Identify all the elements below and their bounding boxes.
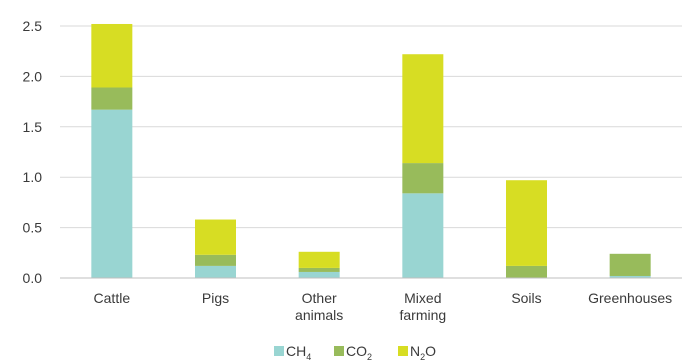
legend-label: CH4 xyxy=(286,343,311,362)
bar-segment xyxy=(506,265,547,278)
gridlines xyxy=(60,25,682,229)
x-category-label: Cattle xyxy=(94,290,131,306)
bar-segment xyxy=(298,267,340,272)
bar-segment xyxy=(91,87,133,110)
legend-label: N2O xyxy=(410,343,436,362)
x-category-label: farming xyxy=(399,307,446,323)
legend-swatch xyxy=(334,346,344,356)
x-category-label: Greenhouses xyxy=(588,290,672,306)
bar-segment xyxy=(298,251,340,268)
legend-swatch xyxy=(274,346,284,356)
bar-segment xyxy=(402,193,444,278)
bar-segment xyxy=(195,254,236,266)
bar-segment xyxy=(402,163,444,194)
y-tick-label: 2.5 xyxy=(23,18,43,34)
bar-segment xyxy=(609,275,651,278)
x-category-label: Soils xyxy=(511,290,541,306)
bar-segment xyxy=(91,23,133,88)
x-category-label: Pigs xyxy=(202,290,229,306)
y-axis: 0.0 0.5 1.0 1.5 2.0 2.5 xyxy=(23,18,43,286)
legend: CH4 CO2 N2O xyxy=(274,343,436,362)
y-tick-label: 0.0 xyxy=(23,270,43,286)
bars xyxy=(91,23,651,278)
x-category-label: animals xyxy=(295,307,343,323)
bar-segment xyxy=(506,180,547,266)
legend-swatch xyxy=(398,346,408,356)
bar-segment xyxy=(195,219,236,255)
y-tick-label: 2.0 xyxy=(23,68,43,84)
x-category-label: Other xyxy=(302,290,337,306)
bar-segment xyxy=(195,265,236,278)
bar-segment xyxy=(298,271,340,278)
bar-segment xyxy=(91,109,133,278)
bar-segment xyxy=(402,54,444,164)
y-tick-label: 1.0 xyxy=(23,169,43,185)
y-tick-label: 1.5 xyxy=(23,119,43,135)
bar-segment xyxy=(609,253,651,276)
x-category-label: Mixed xyxy=(404,290,441,306)
legend-label: CO2 xyxy=(346,343,372,362)
y-tick-label: 0.5 xyxy=(23,220,43,236)
